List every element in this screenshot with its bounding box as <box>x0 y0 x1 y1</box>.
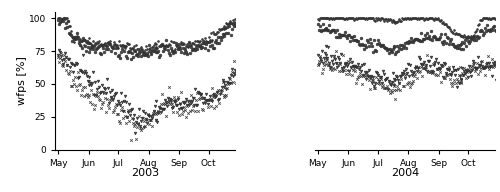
Y-axis label: wfps [%]: wfps [%] <box>18 56 28 105</box>
X-axis label: 2003: 2003 <box>131 168 159 178</box>
X-axis label: 2004: 2004 <box>390 168 419 178</box>
Legend: meadow, transitional, fen, wet fen: meadow, transitional, fen, wet fen <box>348 96 420 138</box>
